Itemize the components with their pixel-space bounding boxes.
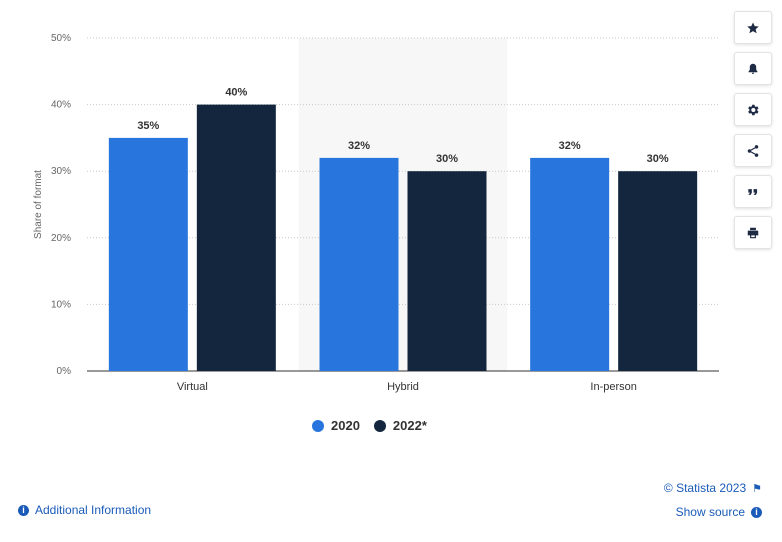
bar [108, 137, 188, 371]
credit-text: © Statista 2023 [663, 481, 747, 495]
bell-icon [748, 63, 758, 74]
legend-label-2022: 2022* [392, 418, 427, 433]
legend-dot-2020 [312, 419, 324, 432]
star-icon [747, 21, 759, 33]
additional-information-label: Additional Information [35, 503, 152, 517]
bar [196, 104, 276, 371]
share-icon [747, 144, 759, 157]
y-tick-label: 30% [51, 166, 71, 177]
show-source-link[interactable]: Show source i [676, 505, 762, 519]
x-tick-label: In-person [590, 381, 636, 393]
y-tick-label: 40% [51, 100, 71, 111]
gear-icon [748, 104, 759, 115]
bar [530, 157, 610, 371]
legend-label-2020: 2020 [331, 418, 360, 433]
data-label: 35% [137, 120, 159, 132]
legend-dot-2022 [373, 419, 386, 432]
y-tick-label: 50% [51, 33, 71, 44]
settings-button[interactable] [734, 93, 772, 126]
y-tick-label: 0% [57, 366, 72, 377]
print-button[interactable] [734, 216, 772, 249]
additional-information-link[interactable]: i Additional Information [18, 503, 151, 517]
quote-icon [748, 188, 758, 195]
info-icon: i [18, 504, 29, 516]
share-button[interactable] [734, 134, 772, 167]
chart-toolbar [734, 11, 772, 249]
y-tick-label: 10% [51, 299, 71, 310]
print-icon [747, 227, 759, 238]
y-axis-title: Share of format [33, 170, 44, 239]
bar [319, 157, 399, 371]
bar [407, 171, 487, 371]
statista-credit[interactable]: © Statista 2023 ⚑ [664, 481, 762, 495]
show-source-label: Show source [675, 505, 745, 519]
data-label: 32% [559, 140, 581, 152]
data-label: 30% [647, 153, 669, 165]
data-label: 40% [225, 87, 247, 99]
notification-button[interactable] [734, 52, 772, 85]
y-tick-label: 20% [51, 233, 71, 244]
legend-item-2022[interactable]: 2022* [373, 418, 427, 433]
cite-button[interactable] [734, 175, 772, 208]
info-icon: i [751, 506, 762, 518]
flag-icon: ⚑ [752, 482, 762, 495]
x-tick-label: Virtual [177, 381, 208, 393]
x-tick-label: Hybrid [387, 381, 419, 393]
chart-legend: 2020 2022* [312, 418, 427, 433]
data-label: 30% [436, 153, 458, 165]
legend-item-2020[interactable]: 2020 [312, 418, 360, 433]
favorite-button[interactable] [734, 11, 772, 44]
bar [618, 171, 698, 371]
data-label: 32% [348, 140, 370, 152]
